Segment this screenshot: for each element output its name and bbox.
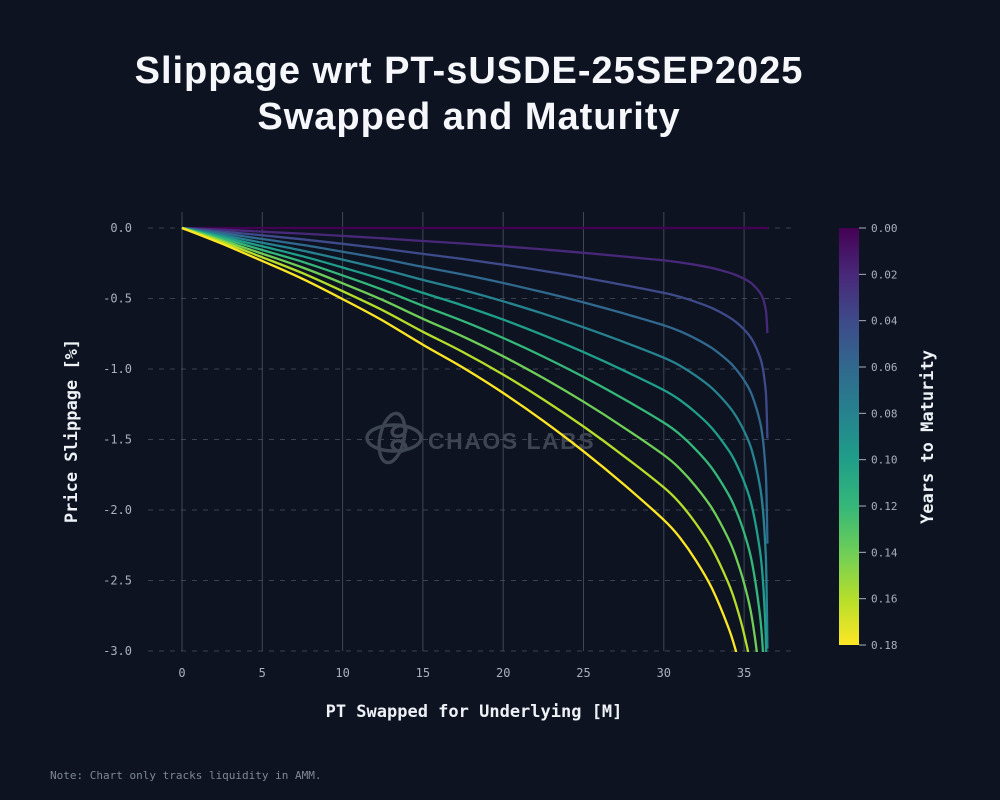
slippage-curves xyxy=(181,226,769,652)
colorbar: 0.00 0.02 0.04 0.06 0.08 0.10 0.12 0.14 0.16 0.18 xyxy=(839,222,898,652)
y-tick-label: -1.0 xyxy=(103,362,132,376)
tick-labels: 0 5 10 15 20 25 30 35 0.0 -0.5 -1.0 -1.5 -2.0 -2.5 -3.… xyxy=(103,221,751,680)
slippage-curve-0.14 xyxy=(181,226,758,652)
y-tick-label: -2.0 xyxy=(103,503,132,517)
colorbar-tick-label: 0.00 xyxy=(871,222,898,235)
footnote: Note: Chart only tracks liquidity in AMM… xyxy=(50,769,322,782)
x-tick-label: 15 xyxy=(416,666,430,680)
x-tick-label: 0 xyxy=(178,666,185,680)
colorbar-tick-label: 0.02 xyxy=(871,268,898,281)
colorbar-tick-label: 0.06 xyxy=(871,361,898,374)
colorbar-tick-label: 0.12 xyxy=(871,500,898,513)
slippage-curve-0.08 xyxy=(181,226,769,649)
slippage-curve-0.06 xyxy=(181,226,769,544)
y-tick-label: 0.0 xyxy=(110,221,132,235)
x-tick-label: 5 xyxy=(259,666,266,680)
colorbar-tick-label: 0.16 xyxy=(871,593,898,606)
colorbar-tick-label: 0.18 xyxy=(871,639,898,652)
colorbar-tick-label: 0.10 xyxy=(871,454,898,467)
slippage-curve-0.16 xyxy=(181,226,750,652)
y-tick-label: -0.5 xyxy=(103,292,132,306)
y-tick-label: -3.0 xyxy=(103,644,132,658)
chart-title-line1: Slippage wrt PT-sUSDE-25SEP2025 xyxy=(134,50,804,92)
slippage-curve-0.04 xyxy=(181,226,769,439)
y-tick-label: -2.5 xyxy=(103,574,132,588)
x-tick-label: 10 xyxy=(335,666,349,680)
colorbar-tick-label: 0.04 xyxy=(871,315,898,328)
slippage-curve-0.02 xyxy=(181,226,769,334)
colorbar-title: Years to Maturity xyxy=(918,350,938,524)
x-tick-label: 35 xyxy=(737,666,751,680)
y-tick-label: -1.5 xyxy=(103,433,132,447)
watermark-text: CHAOS LABS xyxy=(428,428,595,454)
watermark: CHAOS LABS xyxy=(365,411,595,465)
colorbar-tick-label: 0.14 xyxy=(871,546,898,559)
slippage-curve-0.10 xyxy=(181,226,768,652)
chaos-labs-logo-icon xyxy=(365,411,423,465)
chart-title: Slippage wrt PT-sUSDE-25SEP2025 Swapped … xyxy=(135,48,804,140)
y-axis-title: Price Slippage [%] xyxy=(62,338,82,524)
slippage-curve-0.12 xyxy=(181,226,765,652)
colorbar-tick-label: 0.08 xyxy=(871,407,898,420)
colorbar-gradient xyxy=(839,228,859,645)
slippage-curve-0.00 xyxy=(182,226,769,230)
x-tick-label: 20 xyxy=(496,666,510,680)
x-tick-label: 25 xyxy=(576,666,590,680)
x-axis-title: PT Swapped for Underlying [M] xyxy=(325,702,623,722)
x-tick-label: 30 xyxy=(657,666,671,680)
slippage-curve-0.18 xyxy=(181,226,738,652)
chart-title-line2: Swapped and Maturity xyxy=(257,96,681,138)
